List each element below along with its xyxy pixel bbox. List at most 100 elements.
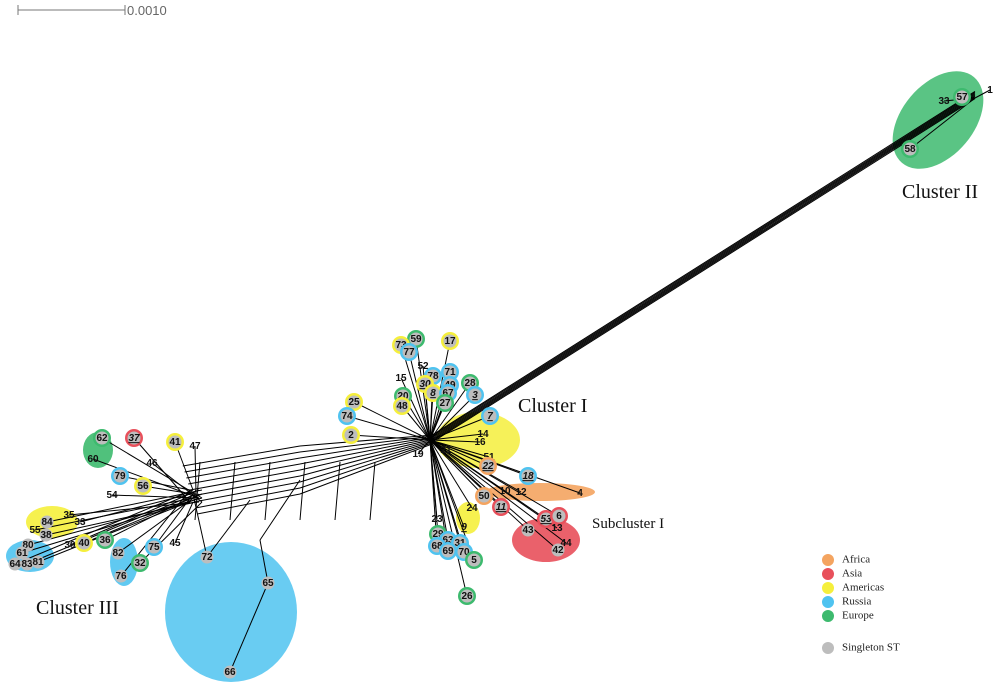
node-singleton: [39, 528, 53, 542]
node-singleton: [95, 431, 109, 445]
node-label: 30: [419, 379, 431, 390]
node-label: 70: [458, 547, 470, 558]
edge: [188, 463, 301, 485]
legend-swatch: [822, 554, 834, 566]
node-label: 42: [552, 545, 564, 556]
edge: [27, 497, 203, 546]
edge: [184, 451, 301, 473]
node-singleton: [261, 576, 275, 590]
node-singleton: [113, 469, 127, 483]
node-label: 33: [938, 96, 950, 107]
edge: [429, 98, 976, 445]
edge: [191, 475, 301, 497]
node-label: 19: [412, 449, 424, 460]
edge: [429, 415, 491, 441]
node-label: 66: [224, 667, 236, 678]
node-label: 72: [201, 552, 213, 563]
node-singleton: [552, 509, 566, 523]
node-singleton: [114, 569, 128, 583]
edge: [264, 461, 271, 521]
node-label: 48: [396, 401, 408, 412]
node-label: 78: [427, 371, 439, 382]
edge: [429, 96, 976, 443]
edge: [299, 438, 431, 465]
node-singleton: [77, 536, 91, 550]
node-label: 52: [417, 361, 429, 372]
edge: [429, 382, 471, 441]
node-label: 22: [481, 461, 494, 472]
node-label: 64: [9, 559, 21, 570]
edge: [174, 501, 194, 544]
node-label: 75: [148, 542, 160, 553]
node-label: 57: [956, 92, 968, 103]
edge: [299, 443, 431, 489]
node-label: 12: [515, 487, 527, 498]
edge: [259, 539, 269, 584]
node-label: 14: [477, 429, 489, 440]
node-label: 32: [134, 558, 146, 569]
node-label: 41: [169, 437, 181, 448]
node-label: 16: [474, 437, 486, 448]
node-label: 81: [32, 557, 44, 568]
node-singleton: [8, 557, 22, 571]
edge: [334, 461, 341, 521]
node-label: 76: [115, 571, 127, 582]
node-label: 35: [63, 510, 75, 521]
node-label: 46: [146, 458, 158, 469]
node-label: 53: [540, 514, 552, 525]
edge: [353, 401, 431, 441]
edge: [197, 493, 301, 515]
edge: [194, 445, 197, 495]
legend-swatch: [822, 610, 834, 622]
node-singleton: [168, 435, 182, 449]
edge: [299, 441, 431, 483]
node-label: 25: [348, 397, 360, 408]
node-label: 36: [99, 535, 111, 546]
edge: [299, 440, 431, 477]
edge: [299, 439, 431, 471]
legend-swatch: [822, 642, 834, 654]
node-singleton: [344, 428, 358, 442]
node-singleton: [467, 553, 481, 567]
node-label: 73: [395, 340, 407, 351]
node-singleton: [494, 500, 508, 514]
node-label: 63: [442, 535, 454, 546]
node-label: 33: [74, 517, 86, 528]
edge: [429, 439, 473, 509]
edge: [429, 439, 489, 467]
node-label: 17: [444, 336, 456, 347]
node-label: 4: [577, 488, 583, 499]
edge: [346, 415, 431, 441]
edge: [186, 457, 301, 479]
edge: [429, 433, 484, 441]
node-label: 15: [395, 373, 407, 384]
edge: [429, 94, 976, 441]
node-singleton: [443, 334, 457, 348]
node-singleton: [111, 546, 125, 560]
legend-swatch: [822, 596, 834, 608]
node-singleton: [340, 409, 354, 423]
node-singleton: [483, 409, 497, 423]
nodes: 1573358597377175271781530492886732720482…: [8, 85, 993, 679]
edge: [153, 489, 197, 548]
edge: [429, 439, 485, 497]
node-label: 38: [40, 530, 52, 541]
node-singleton: [955, 90, 969, 104]
edge: [101, 437, 203, 499]
cluster-iii-area: [165, 542, 297, 682]
node-label: 82: [112, 548, 124, 559]
edge: [195, 487, 301, 509]
edge: [299, 434, 431, 447]
legend-swatch: [822, 582, 834, 594]
node-label: 23: [431, 514, 443, 525]
edge: [299, 444, 431, 495]
edge: [400, 344, 431, 441]
node-singleton: [477, 489, 491, 503]
node-label: 60: [87, 454, 99, 465]
edge: [182, 445, 301, 467]
node-singleton: [15, 546, 29, 560]
node-label: 18: [522, 471, 534, 482]
edge: [259, 479, 301, 541]
node-singleton: [136, 479, 150, 493]
